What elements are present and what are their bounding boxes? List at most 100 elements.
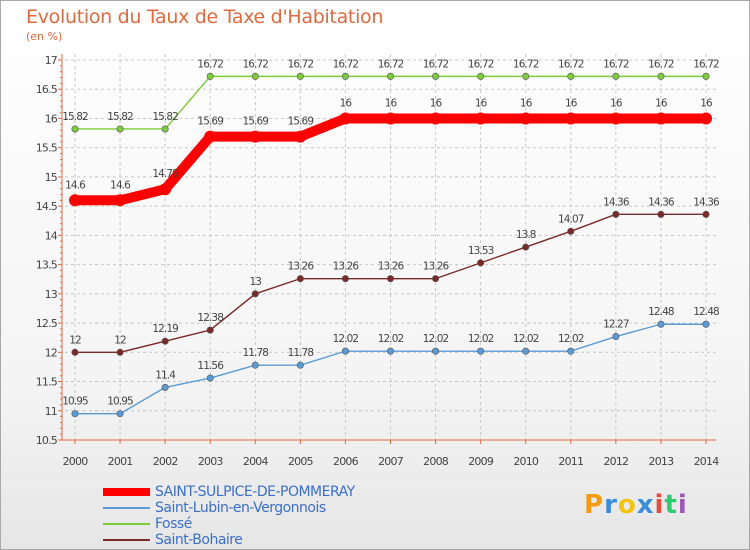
data-label: 16 bbox=[520, 97, 533, 109]
data-label: 14.36 bbox=[603, 196, 630, 208]
data-point bbox=[71, 410, 79, 418]
data-point bbox=[567, 227, 575, 235]
legend-label: Saint-Lubin-en-Vergonnois bbox=[155, 500, 326, 516]
data-point bbox=[474, 112, 487, 125]
data-point bbox=[71, 125, 79, 133]
data-label: 11.78 bbox=[243, 347, 269, 359]
data-label: 14.07 bbox=[558, 213, 584, 225]
x-tick-label: 2004 bbox=[243, 455, 269, 468]
data-label: 15.82 bbox=[107, 111, 133, 123]
axes: 10.5 11 11.5 12 12.5 13 13.5 14 14.5 15 15.5 16 16.5… bbox=[36, 54, 720, 468]
logo-letter: t bbox=[664, 490, 678, 520]
data-point bbox=[339, 112, 352, 125]
y-tick-label: 16 bbox=[45, 112, 58, 125]
data-label: 12.38 bbox=[197, 312, 223, 324]
proxiti-logo: Proxiti bbox=[584, 490, 688, 520]
data-label: 15.69 bbox=[243, 116, 269, 128]
data-point bbox=[432, 275, 440, 283]
data-point bbox=[296, 275, 304, 283]
data-point bbox=[296, 361, 304, 369]
data-labels: 10.95 10.95 11.4 11.56 11.78 11.78 12.02 12.02 1… bbox=[62, 58, 721, 408]
legend-swatch bbox=[103, 507, 150, 509]
legend-label: SAINT-SULPICE-DE-POMMERAY bbox=[155, 484, 355, 500]
data-point bbox=[116, 125, 124, 133]
x-tick-label: 2009 bbox=[468, 455, 494, 468]
data-label: 16.72 bbox=[693, 58, 719, 70]
data-point bbox=[386, 275, 394, 283]
x-tick-label: 2007 bbox=[378, 455, 404, 468]
data-label: 14.6 bbox=[110, 179, 131, 191]
legend-item-saint-lubin: Saint-Lubin-en-Vergonnois bbox=[103, 500, 423, 516]
data-label: 12.48 bbox=[693, 306, 719, 318]
data-label: 13.26 bbox=[288, 261, 315, 273]
x-tick-label: 2014 bbox=[694, 455, 720, 468]
data-point bbox=[477, 259, 485, 267]
data-point bbox=[341, 72, 349, 80]
data-point bbox=[702, 72, 710, 80]
y-tick-label: 11.5 bbox=[36, 376, 58, 389]
data-label: 14.36 bbox=[693, 196, 720, 208]
data-label: 12.02 bbox=[513, 333, 539, 345]
legend-swatch bbox=[103, 488, 150, 496]
data-label: 15.82 bbox=[152, 111, 178, 123]
data-point bbox=[567, 72, 575, 80]
data-point bbox=[206, 374, 214, 382]
data-label: 14.36 bbox=[648, 196, 675, 208]
data-label: 16.72 bbox=[423, 58, 449, 70]
data-point bbox=[206, 326, 214, 334]
data-label: 13.26 bbox=[378, 261, 405, 273]
chart-title: Evolution du Taux de Taxe d'Habitation bbox=[26, 6, 384, 28]
data-point bbox=[251, 72, 259, 80]
y-tick-label: 13 bbox=[45, 288, 58, 301]
data-label: 10.95 bbox=[62, 396, 88, 408]
data-label: 13 bbox=[250, 276, 262, 288]
data-label: 14.79 bbox=[152, 168, 178, 180]
legend-swatch bbox=[103, 523, 150, 525]
logo-letter: i bbox=[654, 490, 665, 520]
x-tick-label: 2005 bbox=[288, 455, 314, 468]
data-label: 16 bbox=[385, 97, 398, 109]
data-point bbox=[384, 112, 397, 125]
chart-subtitle: (en %) bbox=[26, 30, 63, 43]
y-tick-label: 15 bbox=[45, 171, 58, 184]
data-point bbox=[609, 112, 622, 125]
legend-label: Fossé bbox=[155, 516, 192, 532]
logo-letter: x bbox=[636, 490, 655, 520]
x-tick-label: 2001 bbox=[108, 455, 133, 468]
data-point bbox=[522, 72, 530, 80]
data-label: 16.72 bbox=[243, 58, 269, 70]
data-point bbox=[116, 348, 124, 356]
data-point bbox=[341, 347, 349, 355]
data-point bbox=[700, 112, 712, 125]
data-label: 12.02 bbox=[378, 333, 404, 345]
x-tick-label: 2011 bbox=[558, 455, 583, 468]
data-label: 12.48 bbox=[648, 306, 674, 318]
data-point bbox=[702, 210, 710, 218]
data-point bbox=[114, 194, 127, 207]
data-label: 16.72 bbox=[333, 58, 359, 70]
data-label: 12.02 bbox=[558, 333, 584, 345]
x-tick-label: 2006 bbox=[333, 455, 359, 468]
data-point bbox=[341, 275, 349, 283]
data-point bbox=[71, 348, 79, 356]
data-label: 13.8 bbox=[516, 229, 536, 241]
data-point bbox=[251, 290, 259, 298]
data-point bbox=[564, 112, 577, 125]
data-label: 12 bbox=[114, 334, 126, 346]
data-point bbox=[296, 72, 304, 80]
data-point bbox=[116, 410, 124, 418]
data-label: 10.95 bbox=[107, 396, 133, 408]
data-point bbox=[204, 130, 217, 143]
data-point bbox=[294, 130, 307, 143]
data-point bbox=[522, 347, 530, 355]
y-tick-label: 14 bbox=[45, 229, 58, 242]
data-point bbox=[159, 183, 172, 196]
y-tick-label: 13.5 bbox=[36, 259, 58, 272]
data-label: 16.72 bbox=[558, 58, 584, 70]
data-label: 16 bbox=[655, 97, 668, 109]
data-label: 11.56 bbox=[197, 360, 224, 372]
data-label: 16 bbox=[610, 97, 623, 109]
data-label: 16 bbox=[430, 97, 443, 109]
data-point bbox=[612, 210, 620, 218]
